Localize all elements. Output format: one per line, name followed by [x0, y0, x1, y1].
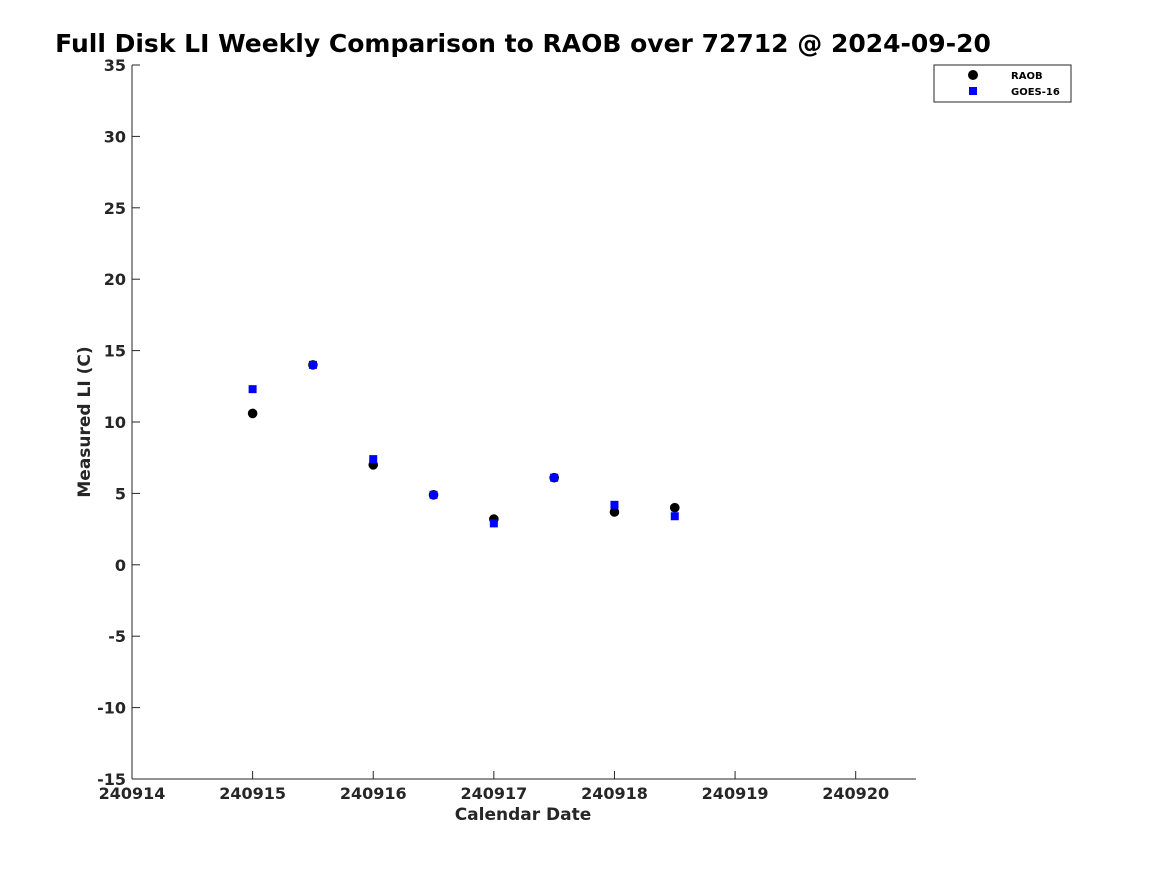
- y-tick-label: 25: [104, 199, 126, 218]
- data-point: [489, 519, 498, 528]
- y-tick-label: 5: [115, 484, 126, 503]
- x-axis: 240914 240915 240916 240917 240918 240919 2409…: [99, 771, 916, 803]
- y-tick-label: -5: [108, 627, 126, 646]
- series-goes-16: [248, 360, 679, 528]
- x-tick-label: 240915: [219, 784, 286, 803]
- legend: RAOB GOES-16: [933, 64, 1072, 103]
- x-tick-label: 240920: [822, 784, 889, 803]
- y-tick-label: 20: [104, 270, 126, 289]
- y-tick-label: 10: [104, 413, 126, 432]
- chart-title: Full Disk LI Weekly Comparison to RAOB o…: [55, 29, 991, 58]
- legend-marker: [969, 87, 977, 95]
- x-tick-label: 240916: [340, 784, 407, 803]
- data-point: [550, 473, 559, 482]
- x-tick-label: 240919: [702, 784, 769, 803]
- data-point: [247, 408, 258, 419]
- y-axis: -15 -10 -5 0 5 10 15 20 25 30 35: [97, 56, 140, 789]
- legend-label: GOES-16: [1011, 87, 1060, 98]
- y-tick-label: 30: [104, 127, 126, 146]
- y-tick-label: -15: [97, 770, 126, 789]
- legend-label: RAOB: [1011, 71, 1043, 82]
- data-point: [610, 500, 619, 509]
- legend-marker: [968, 70, 978, 80]
- data-point: [670, 512, 679, 521]
- series-layer: [247, 360, 680, 528]
- legend-box: [933, 64, 1072, 103]
- y-tick-label: 0: [115, 556, 126, 575]
- data-point: [308, 360, 317, 369]
- x-axis-label: Calendar Date: [455, 805, 592, 825]
- y-axis-label: Measured LI (C): [75, 346, 95, 497]
- x-tick-label: 240914: [99, 784, 166, 803]
- data-point: [429, 490, 438, 499]
- data-point: [248, 385, 257, 394]
- x-tick-label: 240917: [460, 784, 527, 803]
- y-tick-label: 15: [104, 342, 126, 361]
- y-tick-label: 35: [104, 56, 126, 75]
- data-point: [669, 502, 680, 513]
- y-tick-label: -10: [97, 699, 126, 718]
- x-tick-label: 240918: [581, 784, 648, 803]
- data-point: [609, 507, 620, 517]
- data-point: [369, 455, 378, 464]
